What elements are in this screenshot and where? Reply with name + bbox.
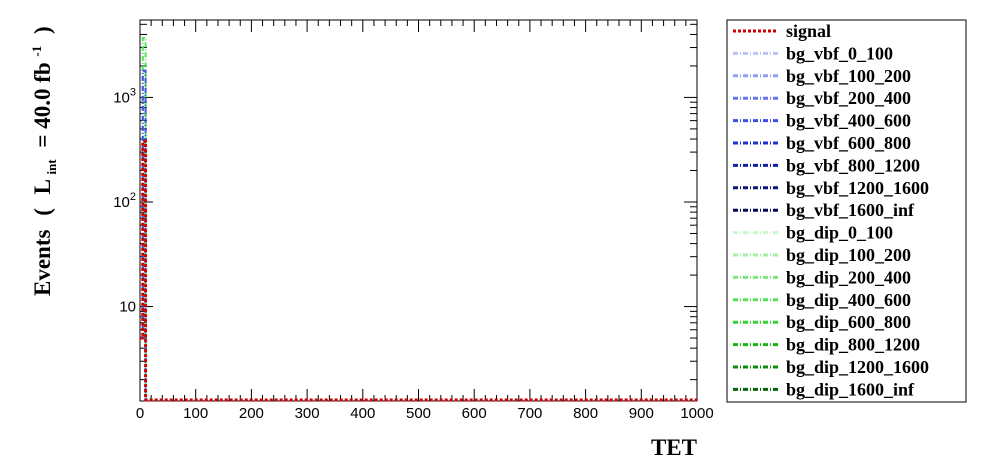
x-tick-label: 600 [462,405,487,422]
legend-label-bg_dip_0_100: bg_dip_0_100 [786,223,893,243]
plot-frame [139,19,698,402]
legend-label-bg_dip_200_400: bg_dip_200_400 [786,267,911,287]
legend-box [726,19,967,403]
x-tick-label: 700 [517,405,542,422]
y-axis-title-eq: = 40.0 fb [30,62,55,147]
y-tick-label: 10 [119,299,136,316]
legend-label-signal: signal [786,21,831,41]
x-tick-label: 800 [573,405,598,422]
y-axis-title-open: ( [30,208,55,216]
y-axis-title: Events ( L int = 40.0 fb -1 ) [21,26,61,296]
legend-label-bg_vbf_1600_inf: bg_vbf_1600_inf [786,200,915,220]
y-axis-title-L: L [30,179,55,194]
legend-label-bg_dip_1200_1600: bg_dip_1200_1600 [786,357,929,377]
legend-label-bg_dip_100_200: bg_dip_100_200 [786,245,911,265]
legend-label-bg_dip_600_800: bg_dip_600_800 [786,312,911,332]
y-minor-ticks [140,23,697,381]
x-tick-label: 400 [350,405,375,422]
x-tick-label: 1000 [680,405,713,422]
x-tick-label: 900 [629,405,654,422]
legend-label-bg_vbf_400_600: bg_vbf_400_600 [786,111,911,131]
y-axis-title-events: Events [30,230,55,297]
x-tick-label: 100 [183,405,208,422]
y-axis-title-close: ) [30,26,55,34]
x-tick-label: 200 [239,405,264,422]
y-tick-label: 102 [113,191,136,211]
legend-label-bg_vbf_100_200: bg_vbf_100_200 [786,66,911,86]
y-tick-label: 103 [113,86,136,106]
x-tick-label: 500 [406,405,431,422]
legend-label-bg_vbf_600_800: bg_vbf_600_800 [786,133,911,153]
series-line-signal [140,139,697,402]
x-tick-label: 300 [295,405,320,422]
x-axis-title: TET [651,435,697,460]
series-layer [140,37,697,402]
x-tick-label: 0 [136,405,144,422]
legend-label-bg_vbf_0_100: bg_vbf_0_100 [786,43,893,63]
legend-label-bg_vbf_800_1200: bg_vbf_800_1200 [786,155,920,175]
y-axis-title-int: int [44,159,59,175]
legend-label-bg_dip_1600_inf: bg_dip_1600_inf [786,379,915,399]
legend-label-bg_vbf_200_400: bg_vbf_200_400 [786,88,911,108]
y-ticks: 10 102 103 [113,86,136,315]
y-axis-title-exp: -1 [29,46,44,57]
legend-label-bg_vbf_1200_1600: bg_vbf_1200_1600 [786,178,929,198]
x-ticks: 0 100 200 300 400 500 600 700 800 900 1000 [136,20,714,422]
legend-label-bg_dip_800_1200: bg_dip_800_1200 [786,335,920,355]
legend-label-bg_dip_400_600: bg_dip_400_600 [786,290,911,310]
